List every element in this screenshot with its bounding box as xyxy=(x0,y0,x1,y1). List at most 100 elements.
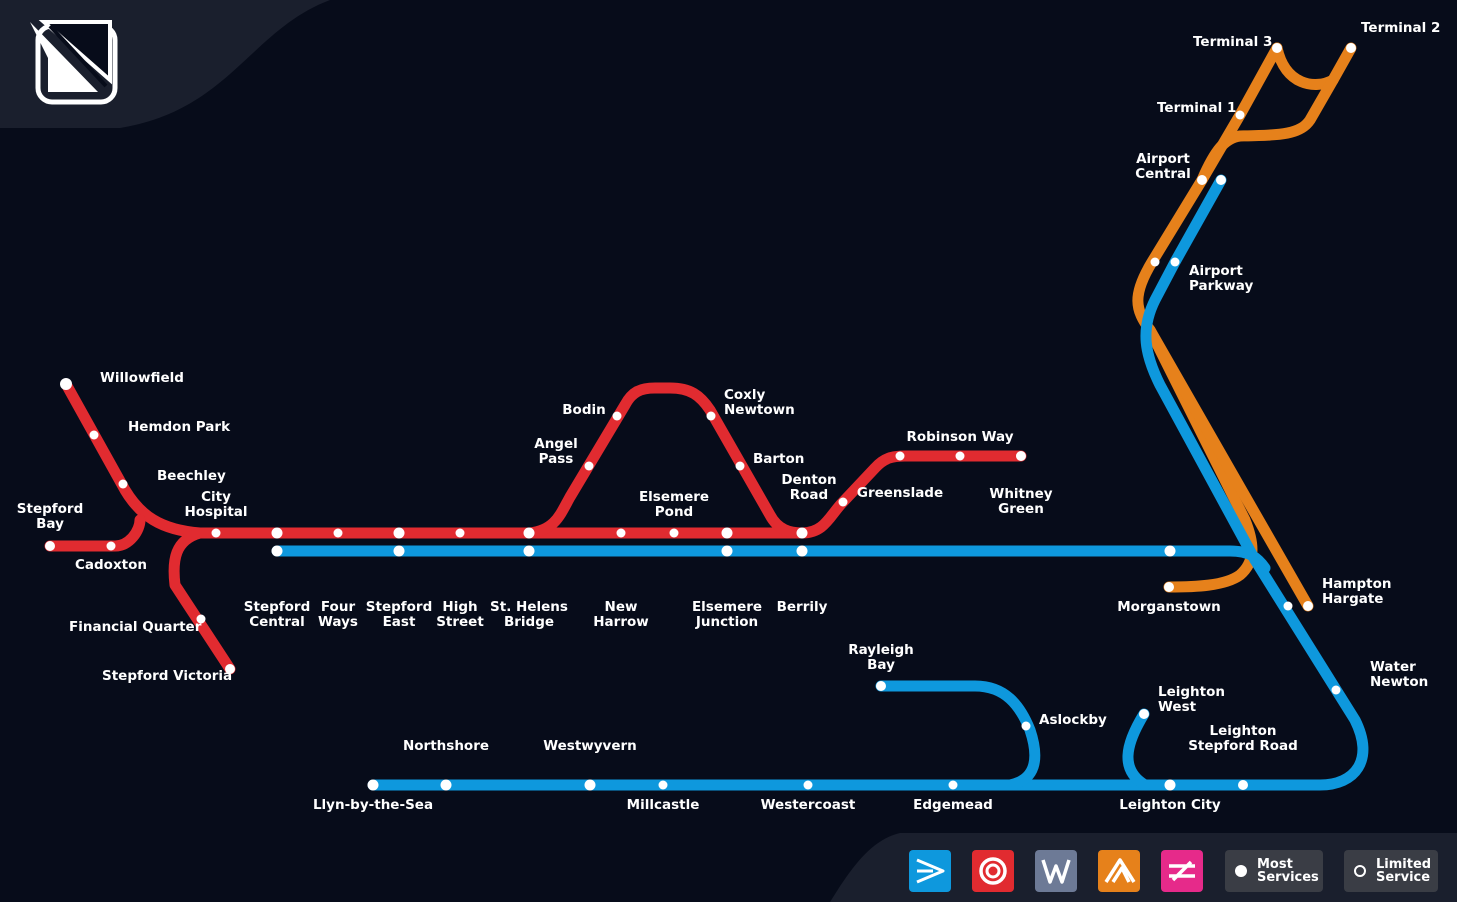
label-high-street[interactable]: High Street xyxy=(436,599,484,630)
label-terminal-2[interactable]: Terminal 2 xyxy=(1361,20,1441,36)
waterline-operator-icon[interactable] xyxy=(1035,850,1077,892)
label-elsemere-junction[interactable]: Elsemere Junction xyxy=(691,599,763,630)
label-st-helens-bridge[interactable]: St. Helens Bridge xyxy=(490,599,568,630)
label-edgemead[interactable]: Edgemead xyxy=(913,797,993,813)
station-rayleigh-bay xyxy=(876,681,886,691)
station-bodin xyxy=(612,411,622,421)
label-airport-central[interactable]: Airport Central xyxy=(1135,151,1191,182)
station-greenslade xyxy=(895,451,905,461)
label-water-newton[interactable]: Water Newton xyxy=(1370,659,1429,690)
label-four-ways[interactable]: Four Ways xyxy=(318,599,358,630)
station-terminal-2 xyxy=(1346,43,1356,53)
station-water-newton xyxy=(1331,685,1341,695)
label-terminal-3[interactable]: Terminal 3 xyxy=(1193,34,1273,50)
label-hemdon-park[interactable]: Hemdon Park xyxy=(128,419,231,435)
station-stepford-victoria xyxy=(225,664,235,674)
label-willowfield[interactable]: Willowfield xyxy=(100,370,184,386)
label-greenslade[interactable]: Greenslade xyxy=(856,485,944,501)
station-elsemere-junction-blue xyxy=(721,545,733,557)
label-hampton-hargate[interactable]: Hampton Hargate xyxy=(1322,576,1392,607)
station-elsemere-junction-red xyxy=(721,527,733,539)
label-morganstown[interactable]: Morganstown xyxy=(1117,599,1221,615)
station-leighton-stepford-road xyxy=(1238,780,1248,790)
station-berrily-blue xyxy=(796,545,808,557)
label-airport-parkway[interactable]: Airport Parkway xyxy=(1189,263,1254,294)
station-aslockby xyxy=(1021,721,1031,731)
station-westwyvern xyxy=(584,779,596,791)
label-leighton-city[interactable]: Leighton City xyxy=(1119,797,1221,813)
station-leighton-city xyxy=(1164,779,1176,791)
label-financial-quarter[interactable]: Financial Quarter xyxy=(69,619,202,635)
station-financial-quarter xyxy=(196,614,206,624)
label-stepford-central[interactable]: Stepford Central xyxy=(243,599,311,630)
station-westercoast xyxy=(803,780,813,790)
label-stepford-victoria[interactable]: Stepford Victoria xyxy=(102,668,233,684)
blue-line xyxy=(271,174,1369,791)
label-berrily[interactable]: Berrily xyxy=(776,599,828,615)
station-beechley xyxy=(118,479,128,489)
station-elsemere-pond xyxy=(669,528,679,538)
station-cadoxton xyxy=(106,541,116,551)
label-new-harrow[interactable]: New Harrow xyxy=(593,599,649,630)
station-terminal-1 xyxy=(1235,110,1245,120)
station-barton xyxy=(735,461,745,471)
station-stepford-east-red xyxy=(393,527,405,539)
airlink-operator-icon[interactable] xyxy=(1098,850,1140,892)
legend-most-services: Most Services xyxy=(1225,850,1323,892)
label-beechley[interactable]: Beechley xyxy=(157,468,226,484)
station-airport-parkway-orange xyxy=(1150,257,1160,267)
metro-operator-icon[interactable] xyxy=(972,850,1014,892)
label-northshore[interactable]: Northshore xyxy=(402,738,490,754)
station-four-ways xyxy=(333,528,343,538)
hollow-station-icon xyxy=(1354,865,1366,877)
station-denton-road xyxy=(838,497,848,507)
label-angel-pass[interactable]: Angel Pass xyxy=(534,436,578,467)
station-coxly-newtown xyxy=(706,411,716,421)
station-city-hospital xyxy=(211,528,221,538)
station-hemdon-park xyxy=(89,430,99,440)
label-denton-road[interactable]: Denton Road xyxy=(781,472,837,503)
station-whitney-green xyxy=(955,451,965,461)
label-barton[interactable]: Barton xyxy=(753,451,805,467)
station-morganstown-blue xyxy=(1164,545,1176,557)
label-city-hospital[interactable]: City Hospital xyxy=(184,489,248,520)
label-rayleigh-bay[interactable]: Rayleigh Bay xyxy=(848,642,914,673)
station-airport-central-orange xyxy=(1197,175,1207,185)
label-stepford-bay[interactable]: Stepford Bay xyxy=(16,501,84,532)
label-robinson-way[interactable]: Robinson Way xyxy=(906,429,1014,445)
stepford-connect-logo-icon[interactable] xyxy=(30,20,118,105)
label-leighton-stepford-road[interactable]: Leighton Stepford Road xyxy=(1188,723,1298,754)
station-berrily-red xyxy=(796,527,808,539)
label-coxly-newtown[interactable]: Coxly Newtown xyxy=(724,387,795,418)
connect-operator-icon[interactable] xyxy=(909,850,951,892)
legend-limited-service: Limited Service xyxy=(1344,850,1438,892)
orange-line xyxy=(1132,42,1357,612)
station-new-harrow xyxy=(616,528,626,538)
station-millcastle xyxy=(658,780,668,790)
station-angel-pass xyxy=(584,461,594,471)
label-leighton-west[interactable]: Leighton West xyxy=(1158,684,1225,715)
express-operator-icon[interactable] xyxy=(1161,850,1203,892)
station-morganstown-orange xyxy=(1164,582,1174,592)
label-westwyvern[interactable]: Westwyvern xyxy=(543,738,637,754)
station-st-helens-red xyxy=(523,527,535,539)
station-airport-parkway-blue xyxy=(1170,257,1180,267)
label-llyn-by-the-sea[interactable]: Llyn-by-the-Sea xyxy=(312,797,434,813)
station-edgemead xyxy=(948,780,958,790)
label-aslockby[interactable]: Aslockby xyxy=(1039,712,1107,728)
station-high-street xyxy=(455,528,465,538)
label-cadoxton[interactable]: Cadoxton xyxy=(74,557,148,573)
station-airport-central-blue xyxy=(1216,175,1226,185)
label-bodin[interactable]: Bodin xyxy=(562,402,606,418)
filled-station-icon xyxy=(1235,865,1247,877)
station-stepford-central-blue xyxy=(271,545,283,557)
label-terminal-1[interactable]: Terminal 1 xyxy=(1157,100,1237,116)
station-hampton-hargate-blue xyxy=(1283,601,1293,611)
label-elsemere-pond[interactable]: Elsemere Pond xyxy=(638,489,710,520)
label-millcastle[interactable]: Millcastle xyxy=(626,797,700,813)
label-whitney-green[interactable]: Whitney Green xyxy=(989,486,1053,517)
label-stepford-east[interactable]: Stepford East xyxy=(365,599,433,630)
station-robinson-way xyxy=(1016,451,1026,461)
label-westercoast[interactable]: Westercoast xyxy=(760,797,856,813)
